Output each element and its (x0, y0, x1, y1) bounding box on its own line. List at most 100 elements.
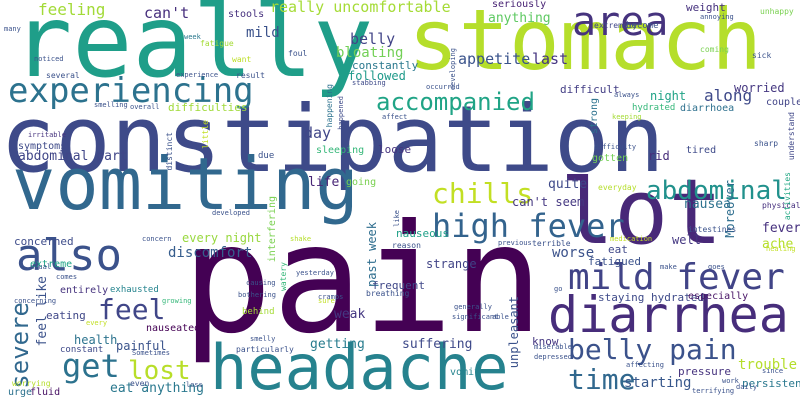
word-weak: weak (334, 307, 366, 322)
word-understand: understand (787, 112, 796, 161)
word-fever: fever (762, 221, 800, 236)
word-loss: loss (186, 381, 203, 389)
word-breathing: breathing (366, 289, 410, 298)
word-persistent: persistent (742, 377, 800, 390)
word-cant: can't (144, 4, 190, 22)
word-nauseous: nauseous (396, 227, 449, 240)
word-since: since (762, 367, 784, 375)
word-difficult: difficult (560, 83, 620, 96)
word-cramps: cramps (318, 293, 344, 301)
word-like: like (393, 210, 401, 227)
word-pressure: pressure (678, 365, 731, 378)
word-intestines: intestines (688, 225, 737, 234)
word-several: several (46, 71, 80, 80)
word-pain: pain (182, 193, 544, 367)
word-want: want (232, 55, 252, 64)
word-keeping: keeping (612, 113, 642, 121)
word-extreme: extreme (30, 259, 73, 270)
word-quite: quite (548, 177, 588, 192)
word-particularly: particularly (236, 345, 294, 354)
word-exhausted: exhausted (110, 285, 159, 295)
word-tired: tired (686, 145, 717, 156)
word-occurred: occurred (426, 83, 460, 91)
word-healing: healing (766, 245, 796, 253)
word-belly-pain: belly pain (568, 333, 737, 366)
word-hydrated: hydrated (632, 103, 676, 113)
word-gotten: gotten (592, 153, 629, 164)
word-seriously: seriously (492, 0, 547, 10)
word-experience: experience (176, 71, 219, 79)
word-miserable: miserable (534, 343, 572, 351)
word-discomfort: discomfort (168, 245, 253, 261)
word-nausea: nausea (684, 197, 731, 212)
word-well: well (672, 233, 701, 247)
word-severe: severe (6, 302, 34, 389)
word-difficulties: difficulties (168, 101, 248, 114)
word-everyday: everyday (598, 183, 637, 192)
word-high-fever: high fever (432, 207, 625, 245)
word-previous: previous (498, 239, 532, 247)
word-bloating: bloating (336, 45, 404, 61)
word-causing: causing (246, 279, 276, 287)
word-stabbing: stabbing (352, 79, 386, 87)
word-really: really (12, 0, 374, 100)
word-concerned: concerned (14, 235, 74, 248)
word-worrying: worrying (12, 379, 51, 388)
word-able: able (492, 313, 509, 321)
word-mild-fever: mild fever (568, 257, 785, 298)
word-experiencing: experiencing (8, 71, 254, 111)
word-also: also (16, 230, 122, 281)
word-starting: starting (624, 375, 692, 391)
word-smelly: smelly (250, 335, 276, 343)
word-especially: especially (688, 291, 749, 302)
word-happening: happening (325, 84, 334, 128)
word-appetite: appetite (458, 50, 531, 68)
word-going: going (346, 177, 377, 188)
word-affecting: affecting (626, 361, 664, 369)
word-headache: headache (210, 331, 509, 400)
word-painful: painful (116, 339, 167, 353)
word-irritable: irritable (28, 131, 66, 139)
word-unhappy: unhappy (760, 7, 794, 16)
word-even: even (130, 379, 150, 388)
word-work: work (722, 377, 739, 385)
word-ache: ache (762, 237, 794, 252)
word-abdominal-part: abdominal part (18, 149, 128, 164)
word-lot: lot (560, 160, 723, 265)
word-mild: mild (246, 25, 280, 41)
word-cant-seem: can't seem (512, 195, 585, 209)
word-eat: eat (608, 243, 628, 256)
word-vomit: vomit (450, 367, 481, 378)
word-difficulty: difficulty (594, 143, 637, 151)
word-distinct: distinct (165, 132, 174, 171)
word-urge: urge (8, 387, 33, 398)
word-anything: anything (488, 11, 551, 26)
word-strange: strange (426, 257, 477, 271)
word-staying-hydrated: staying hydrated (598, 291, 704, 304)
word-know: know (532, 335, 559, 348)
word-followed: followed (348, 69, 406, 83)
word-nauseated: nauseated (146, 323, 201, 334)
word-smelling: smelling (94, 101, 128, 109)
word-foul: foul (288, 49, 308, 58)
word-become: become (626, 21, 659, 31)
word-activities: activities (783, 172, 792, 221)
word-constant: constant (60, 345, 104, 355)
word-feel-like: feel like (35, 276, 50, 347)
word-annoying: annoying (700, 13, 734, 21)
word-reason: reason (392, 241, 421, 250)
word-eating: eating (46, 309, 86, 322)
word-noticed: noticed (34, 55, 64, 63)
word-terrible: terrible (532, 239, 571, 248)
word-area: area (572, 0, 669, 45)
word-medication: medication (610, 235, 653, 243)
word-generally: generally (454, 303, 492, 311)
word-feel: feel (98, 293, 166, 326)
word-vomiting: vomiting (12, 142, 359, 226)
word-night: night (650, 89, 687, 103)
word-sometimes: Sometimes (132, 349, 170, 357)
word-getting: getting (310, 337, 365, 352)
word-constantly: constantly (352, 59, 419, 72)
word-behind: behind (242, 307, 275, 317)
word-frequent: frequent (372, 279, 425, 292)
